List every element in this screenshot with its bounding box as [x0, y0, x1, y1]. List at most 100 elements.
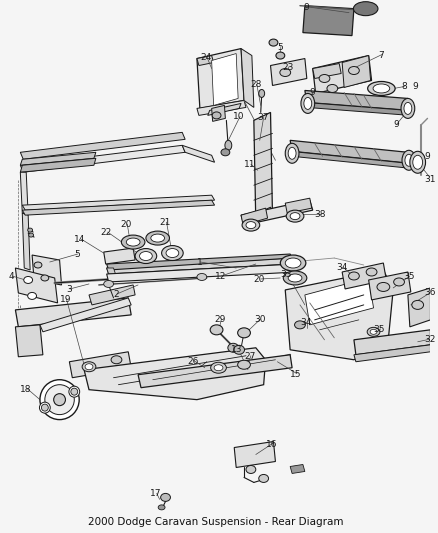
Ellipse shape [234, 345, 244, 354]
Ellipse shape [161, 494, 170, 502]
Polygon shape [305, 278, 374, 325]
Ellipse shape [286, 210, 304, 222]
Polygon shape [313, 63, 341, 78]
Polygon shape [20, 158, 96, 172]
Text: 33: 33 [280, 270, 292, 279]
Polygon shape [290, 151, 410, 168]
Ellipse shape [405, 154, 413, 166]
Polygon shape [285, 270, 393, 360]
Polygon shape [290, 464, 305, 473]
Ellipse shape [410, 151, 426, 173]
Polygon shape [212, 106, 226, 122]
Text: 35: 35 [374, 325, 385, 334]
Ellipse shape [304, 98, 312, 109]
Ellipse shape [212, 112, 221, 119]
Text: 26: 26 [187, 357, 198, 366]
Text: 37: 37 [257, 114, 268, 123]
Text: 36: 36 [424, 288, 436, 297]
Polygon shape [290, 140, 410, 163]
Polygon shape [354, 345, 431, 362]
Text: 29: 29 [215, 315, 226, 324]
Ellipse shape [28, 293, 36, 300]
Ellipse shape [402, 150, 416, 170]
Text: 31: 31 [424, 175, 436, 184]
Ellipse shape [377, 282, 390, 292]
Polygon shape [107, 258, 292, 274]
Ellipse shape [285, 143, 299, 163]
Ellipse shape [280, 69, 291, 77]
Ellipse shape [401, 99, 415, 118]
Text: 4: 4 [9, 272, 14, 281]
Polygon shape [84, 348, 265, 400]
Ellipse shape [162, 246, 183, 261]
Ellipse shape [69, 386, 80, 397]
Polygon shape [15, 268, 58, 303]
Text: 5: 5 [277, 43, 283, 52]
Polygon shape [271, 59, 307, 85]
Polygon shape [20, 146, 185, 172]
Ellipse shape [353, 2, 378, 15]
Polygon shape [104, 248, 135, 264]
Ellipse shape [82, 362, 96, 372]
Ellipse shape [40, 379, 79, 419]
Polygon shape [197, 352, 239, 383]
Polygon shape [305, 91, 410, 110]
Polygon shape [241, 208, 268, 225]
Text: 20: 20 [254, 275, 265, 284]
Ellipse shape [135, 248, 157, 263]
Text: 2: 2 [113, 290, 119, 299]
Ellipse shape [28, 228, 32, 232]
Ellipse shape [151, 234, 165, 242]
Ellipse shape [290, 213, 300, 220]
Ellipse shape [259, 474, 268, 482]
Ellipse shape [367, 82, 395, 95]
Text: 23: 23 [283, 62, 293, 71]
Text: 1: 1 [197, 258, 203, 267]
Ellipse shape [295, 321, 305, 329]
Text: 22: 22 [101, 228, 112, 237]
Text: 19: 19 [60, 295, 71, 304]
Polygon shape [20, 172, 28, 215]
Ellipse shape [158, 505, 165, 510]
Text: 34: 34 [300, 318, 311, 327]
Text: 8: 8 [401, 83, 407, 92]
Ellipse shape [413, 155, 423, 169]
Ellipse shape [349, 272, 359, 280]
Polygon shape [305, 102, 410, 116]
Polygon shape [40, 298, 131, 332]
Text: 10: 10 [233, 112, 245, 122]
Ellipse shape [246, 465, 256, 473]
Polygon shape [15, 298, 131, 327]
Text: 35: 35 [403, 272, 414, 281]
Polygon shape [354, 330, 431, 355]
Ellipse shape [146, 231, 170, 245]
Text: 9: 9 [393, 120, 399, 130]
Text: 16: 16 [265, 440, 277, 449]
Ellipse shape [45, 385, 74, 415]
Text: 17: 17 [150, 489, 161, 498]
Text: 9: 9 [413, 83, 419, 92]
Polygon shape [182, 146, 215, 162]
Ellipse shape [111, 356, 122, 364]
Ellipse shape [197, 273, 207, 280]
Ellipse shape [283, 271, 307, 285]
Text: 18: 18 [20, 385, 32, 394]
Polygon shape [197, 55, 214, 66]
Ellipse shape [210, 325, 223, 335]
Polygon shape [234, 441, 276, 467]
Ellipse shape [370, 329, 377, 334]
Text: 27: 27 [244, 352, 255, 361]
Ellipse shape [28, 233, 34, 237]
Polygon shape [20, 132, 185, 159]
Ellipse shape [327, 84, 338, 92]
Polygon shape [342, 263, 386, 289]
Text: 5: 5 [74, 250, 80, 259]
Ellipse shape [404, 102, 412, 115]
Ellipse shape [394, 278, 404, 286]
Polygon shape [313, 55, 371, 93]
Ellipse shape [242, 219, 260, 231]
Ellipse shape [412, 301, 424, 309]
Text: 7: 7 [378, 51, 384, 60]
Ellipse shape [140, 252, 152, 261]
Text: 13: 13 [231, 345, 243, 354]
